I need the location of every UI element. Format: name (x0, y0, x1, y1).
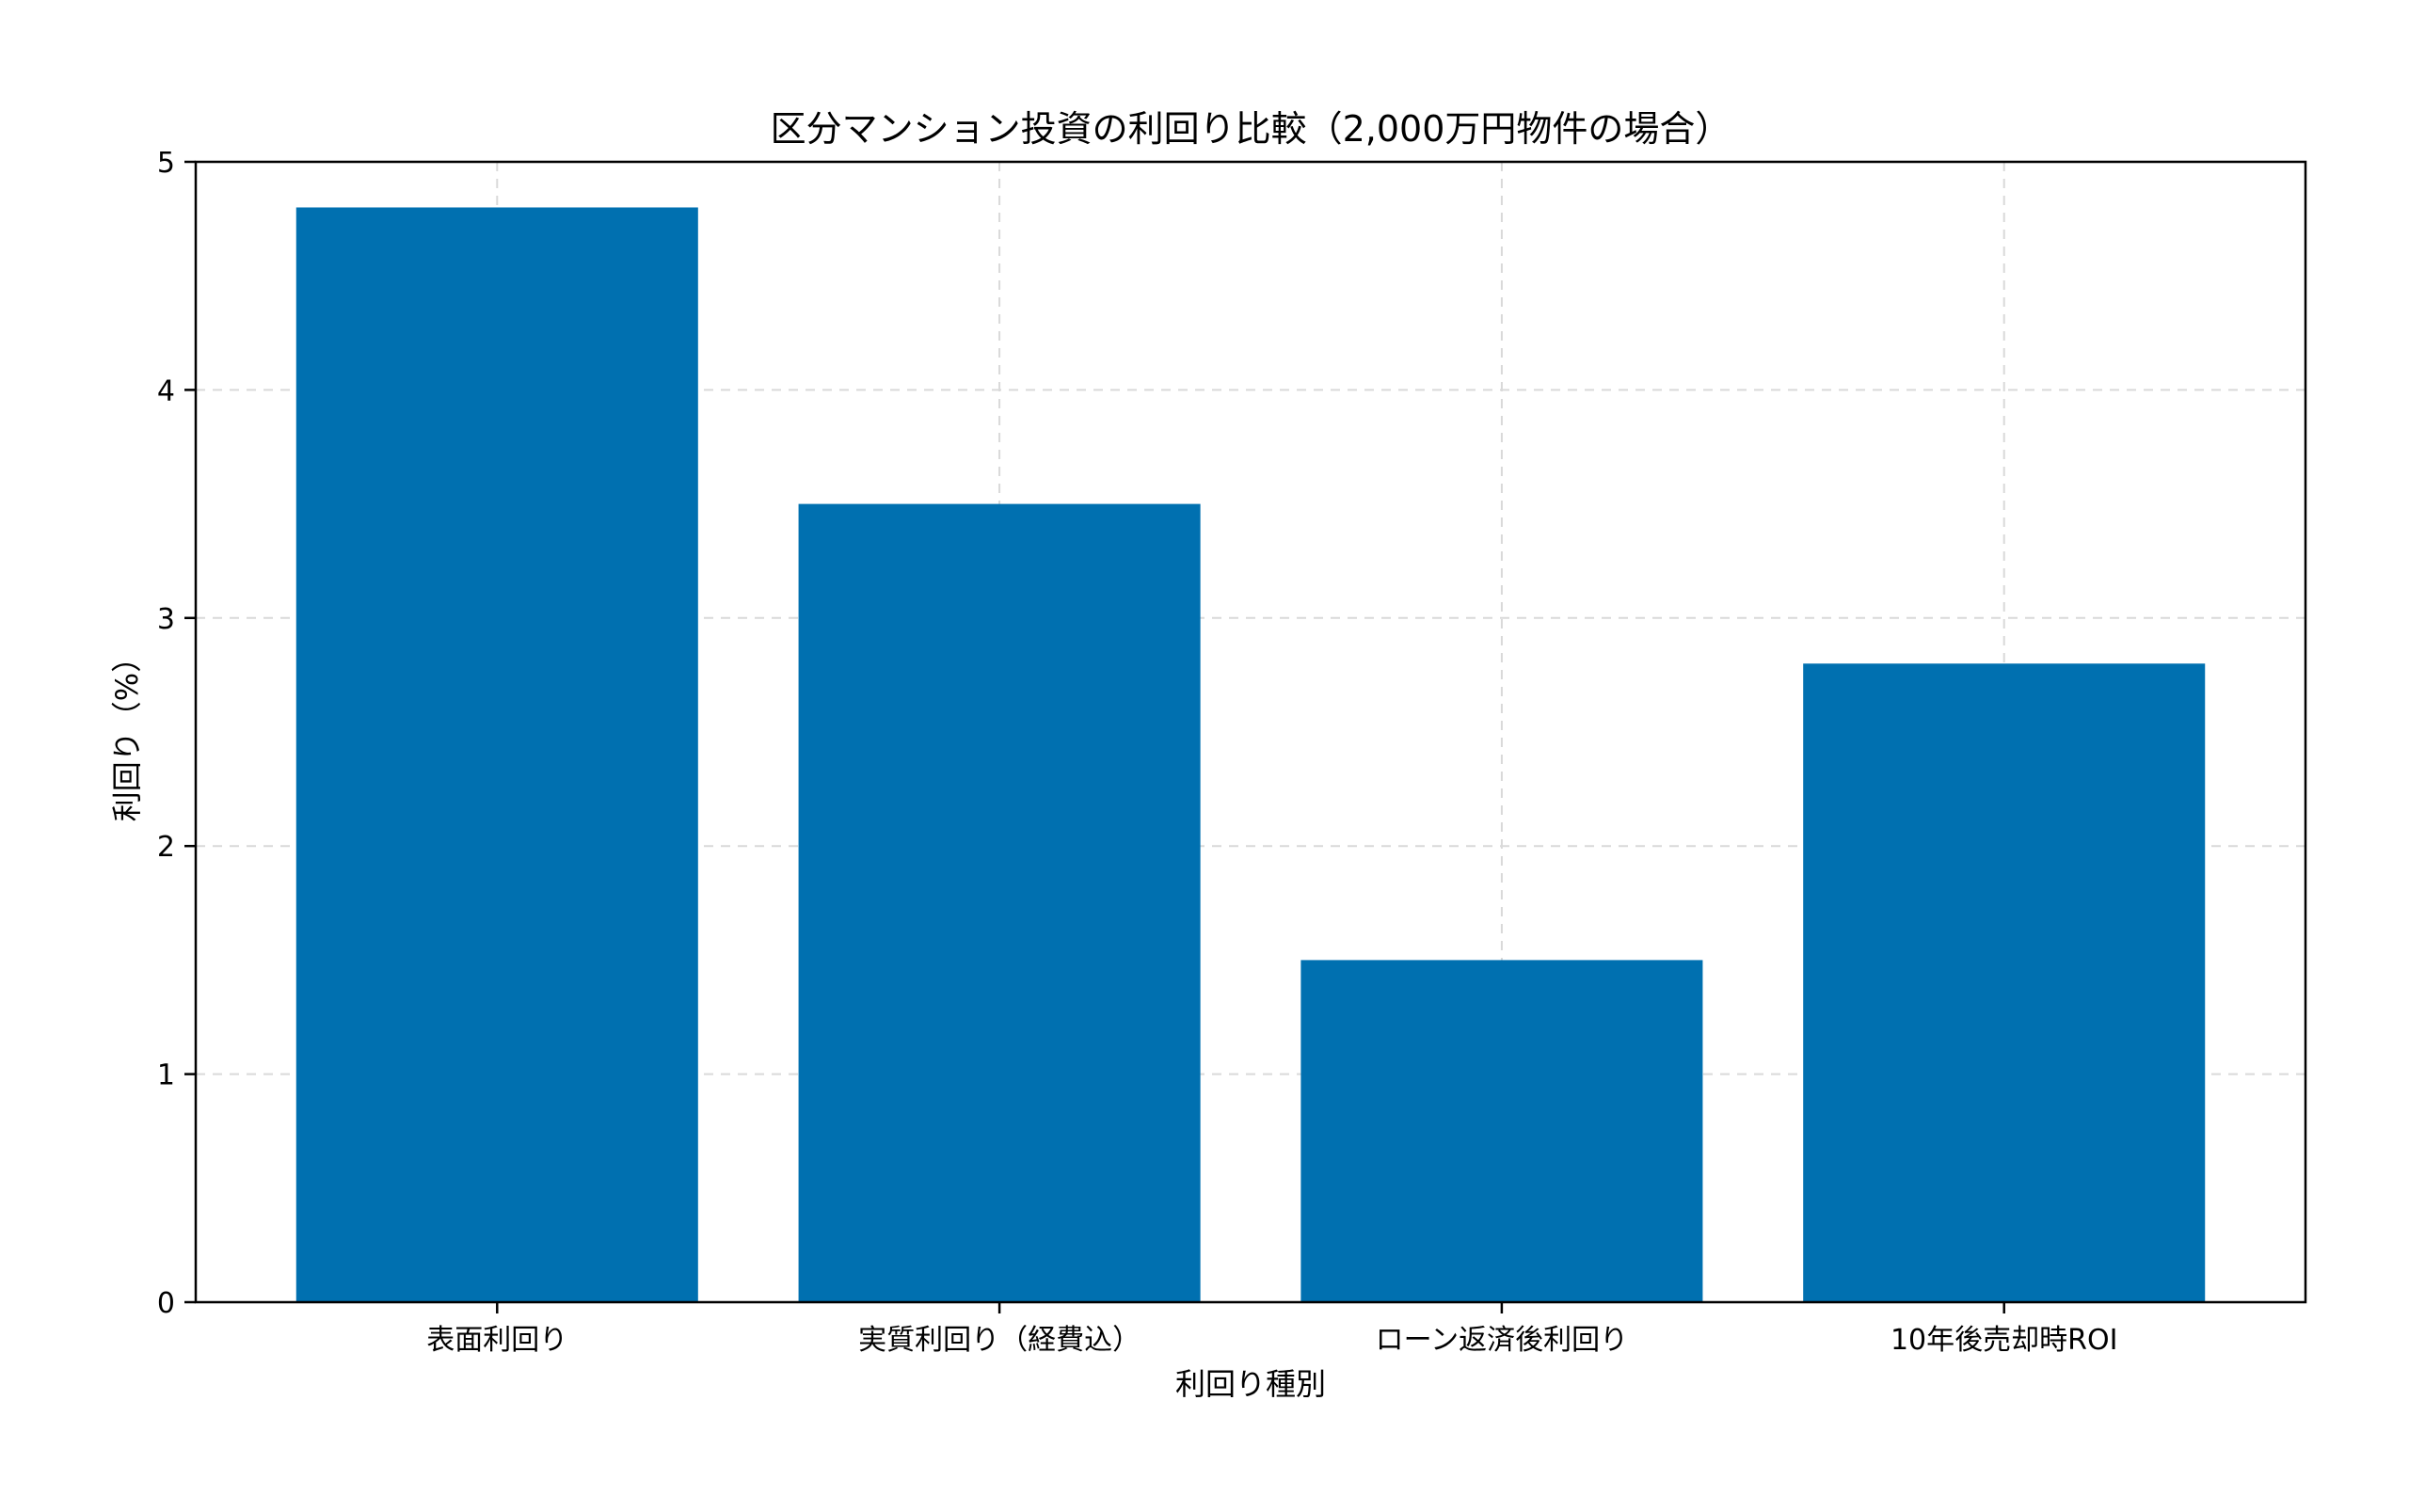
axis-ticks: 0 1 2 3 4 5 表面利回り 実質利回り（経費込） ローン返済後利回り 10年後売却時ROI (157, 147, 2118, 1357)
x-tick-label: 実質利回り（経費込） (858, 1324, 1141, 1357)
bar (1300, 960, 1703, 1302)
y-tick-label: 4 (157, 374, 175, 407)
plot-frame (194, 160, 2307, 1304)
chart-title: 区分マンション投資の利回り比較（2,000万円物件の場合） (771, 108, 1731, 150)
bars (295, 207, 2206, 1303)
bar (295, 207, 698, 1303)
x-tick-label: ローン返済後利回り (1376, 1324, 1629, 1357)
bar (1803, 663, 2206, 1302)
y-tick-label: 5 (157, 147, 175, 180)
y-tick-label: 3 (157, 603, 175, 636)
y-axis-label: 利回り（%） (109, 643, 145, 821)
y-tick-label: 2 (157, 831, 175, 864)
y-tick-label: 1 (157, 1059, 175, 1092)
bar (798, 503, 1201, 1302)
x-tick-label: 表面利回り (426, 1324, 567, 1357)
x-axis-label: 利回り種別 (1175, 1366, 1326, 1402)
x-tick-label: 10年後売却時ROI (1891, 1324, 2117, 1357)
y-tick-label: 0 (157, 1287, 175, 1320)
